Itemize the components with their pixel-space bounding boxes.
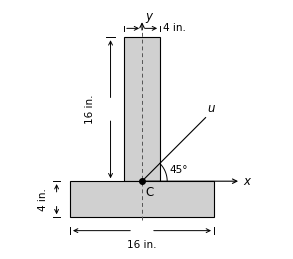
Text: u: u <box>207 102 215 115</box>
Text: 16 in.: 16 in. <box>85 95 95 124</box>
Text: y: y <box>146 10 153 23</box>
Bar <box>124 37 160 181</box>
Text: 4 in.: 4 in. <box>163 23 185 33</box>
Text: C: C <box>146 186 154 199</box>
Text: 4 in.: 4 in. <box>38 188 48 211</box>
Bar <box>70 181 214 217</box>
Text: 45°: 45° <box>170 165 188 175</box>
Text: x: x <box>243 175 251 188</box>
Text: 16 in.: 16 in. <box>127 240 157 250</box>
